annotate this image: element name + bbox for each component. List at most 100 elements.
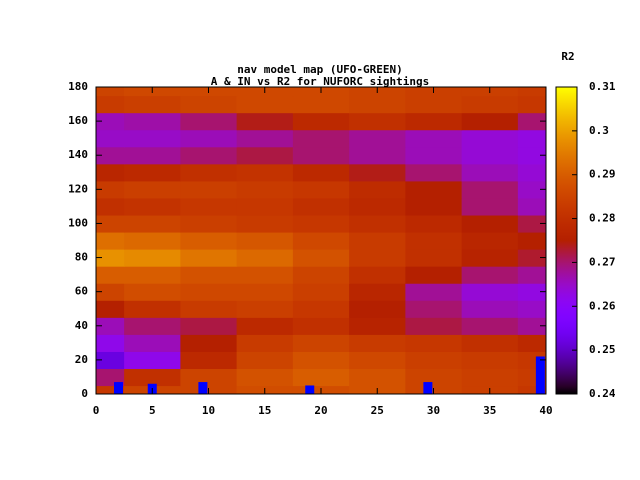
heat-cell [96, 163, 125, 182]
x-tick-label: 30 [427, 404, 440, 417]
y-tick-label: 0 [81, 387, 88, 400]
heat-cell [292, 163, 350, 182]
heat-cell [461, 334, 519, 352]
heat-cell [405, 317, 463, 335]
heat-cell [517, 300, 546, 318]
heat-cell [517, 283, 546, 301]
heat-cell [96, 87, 125, 97]
heat-cell [96, 129, 125, 148]
heat-cell [124, 129, 181, 148]
heatmap [96, 87, 546, 394]
heat-cell [461, 368, 519, 387]
heat-cell [124, 95, 181, 114]
heat-cell [349, 317, 406, 335]
heat-cell [349, 249, 406, 267]
heat-cell [461, 95, 519, 114]
heat-cell [180, 283, 238, 301]
heat-cell [124, 266, 181, 284]
marker-bar [305, 385, 315, 394]
heat-cell [461, 300, 519, 318]
heat-cell [292, 351, 350, 370]
heat-cell [461, 283, 519, 301]
heat-cell [349, 368, 406, 387]
heat-cell [236, 351, 294, 370]
heat-cell [180, 351, 238, 370]
heat-cell [405, 368, 463, 387]
heat-cell [180, 334, 238, 352]
heat-cell [349, 283, 406, 301]
colorbar-frame [555, 86, 578, 395]
heat-cell [517, 180, 546, 199]
heat-cell [517, 112, 546, 131]
heat-cell [461, 249, 519, 267]
chart-title: nav model map (UFO-GREEN) [237, 63, 403, 76]
heat-cell [292, 95, 350, 114]
heat-cell [236, 112, 294, 131]
heat-cell [96, 146, 125, 165]
heat-cell [349, 112, 406, 131]
heat-cell [124, 146, 181, 165]
y-tick-label: 60 [75, 285, 88, 298]
heat-cell [517, 197, 546, 216]
heat-cell [461, 129, 519, 148]
heat-cell [349, 146, 406, 165]
heat-cell [236, 334, 294, 352]
x-tick-label: 25 [371, 404, 384, 417]
heat-cell [517, 231, 546, 250]
heat-cell [180, 163, 238, 182]
colorbar-tick-label: 0.29 [589, 168, 616, 181]
heat-cell [405, 214, 463, 233]
x-tick-label: 5 [149, 404, 156, 417]
heat-cell [124, 214, 181, 233]
y-tick-label: 180 [68, 80, 88, 93]
heat-cell [461, 266, 519, 284]
heat-cell [180, 95, 238, 114]
heat-cell [461, 351, 519, 370]
heat-cell [180, 368, 238, 387]
heat-cell [461, 214, 519, 233]
heat-cell [461, 317, 519, 335]
y-tick-label: 40 [75, 319, 88, 332]
heat-cell [349, 163, 406, 182]
heat-cell [292, 266, 350, 284]
heat-cell [405, 112, 463, 131]
heat-cell [517, 214, 546, 233]
heat-cell [96, 351, 125, 370]
heat-cell [96, 334, 125, 352]
y-tick-label: 80 [75, 251, 88, 264]
heat-cell [236, 197, 294, 216]
heat-cell [236, 249, 294, 267]
heat-cell [180, 231, 238, 250]
heat-cell [96, 112, 125, 131]
y-tick-label: 140 [68, 148, 88, 161]
heat-cell [461, 163, 519, 182]
heat-cell [124, 197, 181, 216]
colorbar-tick-label: 0.31 [589, 80, 616, 93]
chart-subtitle: A & IN vs R2 for NUFORC sightings [211, 75, 430, 88]
heat-cell [292, 214, 350, 233]
x-tick-label: 35 [483, 404, 496, 417]
x-tick-label: 20 [314, 404, 327, 417]
heat-cell [349, 197, 406, 216]
heat-cell [124, 300, 181, 318]
heat-cell [292, 300, 350, 318]
marker-bar [535, 356, 545, 394]
heat-cell [180, 180, 238, 199]
heat-cell [124, 317, 181, 335]
heat-cell [96, 283, 125, 301]
heat-cell [349, 129, 406, 148]
y-tick-label: 120 [68, 182, 88, 195]
heat-cell [124, 231, 181, 250]
heat-cell [349, 266, 406, 284]
heat-cell [96, 231, 125, 250]
heat-cell [180, 249, 238, 267]
heat-cell [405, 266, 463, 284]
x-tick-label: 15 [258, 404, 271, 417]
heat-cell [180, 197, 238, 216]
x-tick-label: 0 [93, 404, 100, 417]
colorbar-tick-label: 0.25 [589, 343, 616, 356]
heat-cell [349, 351, 406, 370]
heat-cell [124, 112, 181, 131]
heat-cell [236, 231, 294, 250]
